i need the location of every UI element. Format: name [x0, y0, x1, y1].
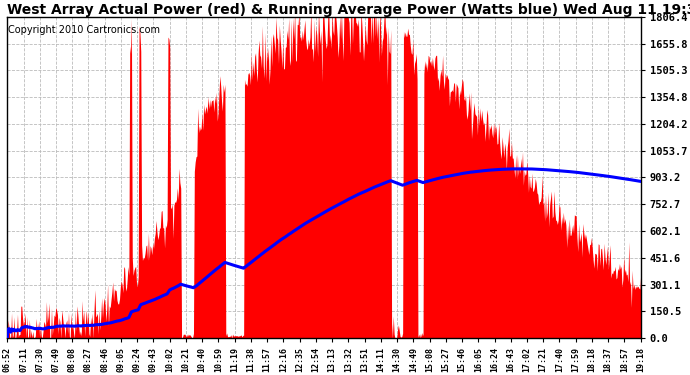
Text: Copyright 2010 Cartronics.com: Copyright 2010 Cartronics.com — [8, 25, 160, 35]
Text: West Array Actual Power (red) & Running Average Power (Watts blue) Wed Aug 11 19: West Array Actual Power (red) & Running … — [8, 3, 690, 17]
